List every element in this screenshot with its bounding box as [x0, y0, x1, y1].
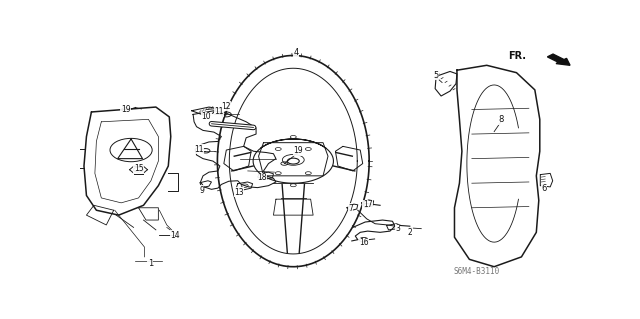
Text: 12: 12 — [221, 101, 231, 111]
Text: 14: 14 — [170, 231, 180, 240]
Text: 4: 4 — [293, 48, 298, 57]
Text: 6: 6 — [541, 184, 547, 193]
Text: 18: 18 — [257, 173, 267, 182]
Text: S6M4-B3110: S6M4-B3110 — [454, 267, 500, 276]
Text: 5: 5 — [433, 70, 439, 80]
Text: 11: 11 — [214, 108, 223, 116]
Text: 2: 2 — [408, 228, 412, 237]
Text: 1: 1 — [148, 259, 153, 268]
FancyArrow shape — [547, 54, 570, 65]
Text: 17: 17 — [363, 200, 372, 209]
Text: 7: 7 — [348, 204, 353, 213]
Text: 9: 9 — [199, 186, 204, 195]
Text: 11: 11 — [195, 145, 204, 154]
Text: 19: 19 — [293, 146, 303, 155]
Text: 10: 10 — [202, 112, 211, 121]
Text: 15: 15 — [134, 165, 143, 174]
Text: 8: 8 — [498, 115, 503, 124]
Text: 13: 13 — [234, 188, 244, 197]
Text: FR.: FR. — [508, 51, 527, 61]
Text: 19: 19 — [121, 105, 131, 114]
Text: 16: 16 — [359, 238, 369, 247]
Text: 3: 3 — [395, 224, 400, 233]
